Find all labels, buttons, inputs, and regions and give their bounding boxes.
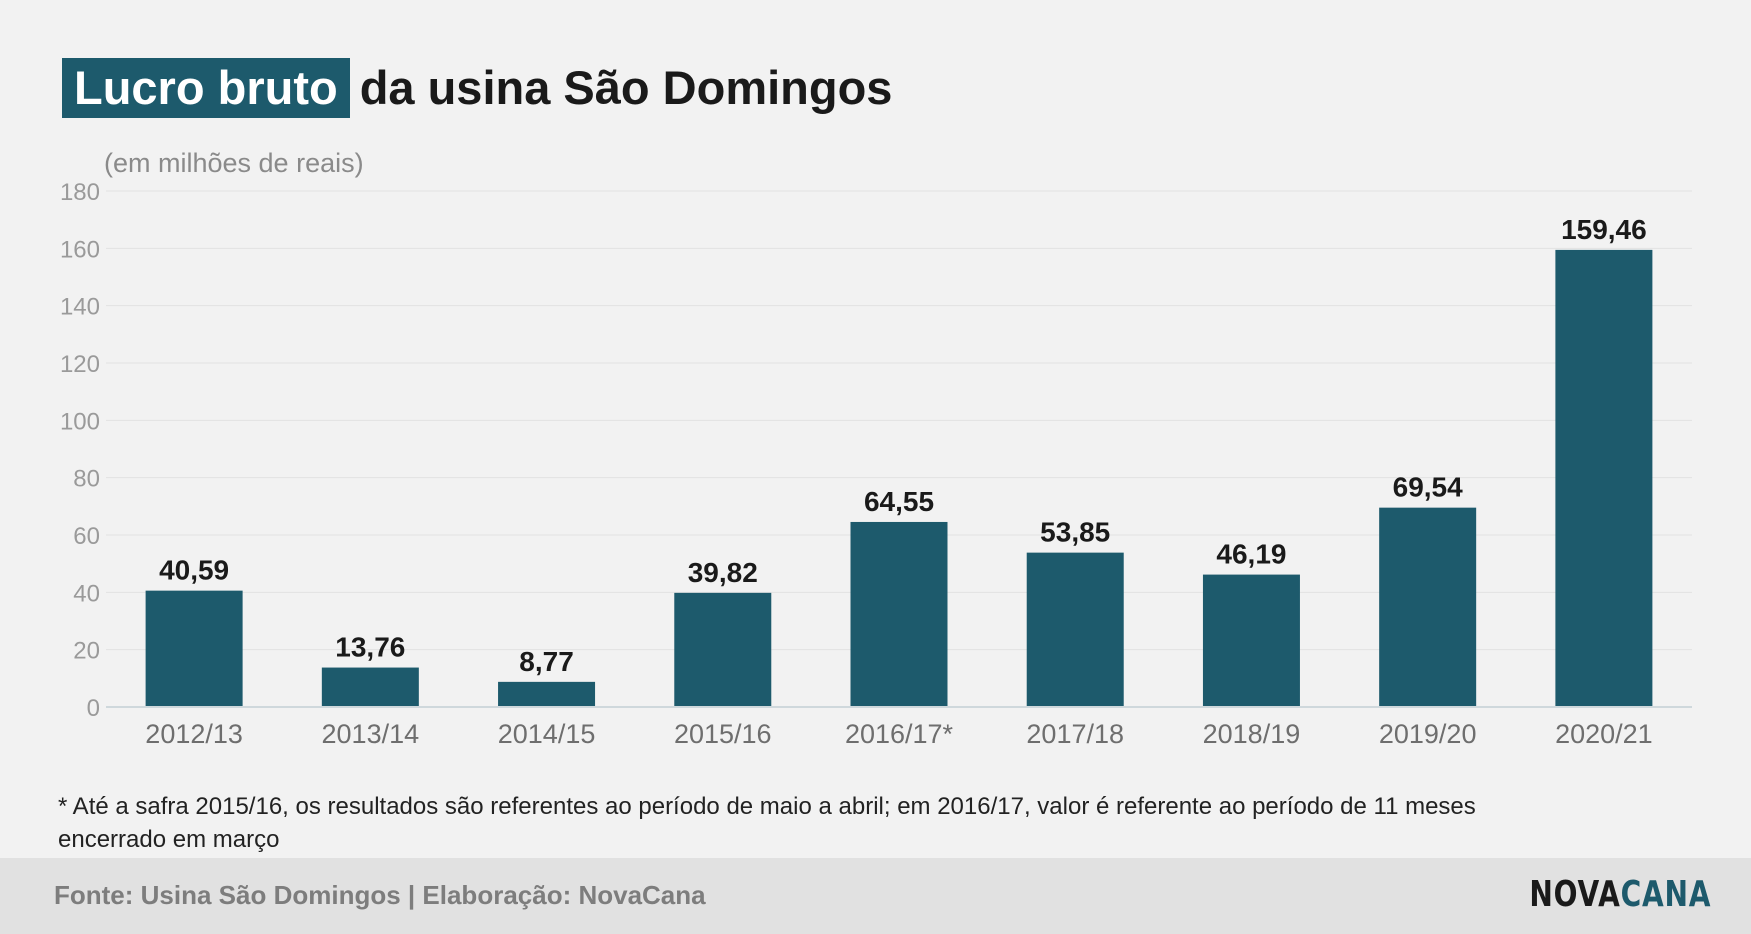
y-tick-label: 0: [87, 695, 100, 722]
x-tick-label: 2012/13: [145, 719, 243, 749]
data-label: 159,46: [1561, 214, 1647, 245]
novacana-logo: NOVACANA: [1529, 874, 1711, 915]
bar: [321, 667, 419, 707]
x-tick-label: 2020/21: [1555, 719, 1653, 749]
y-tick-label: 20: [73, 638, 100, 665]
y-tick-label: 120: [60, 351, 100, 378]
x-tick-label: 2017/18: [1026, 719, 1124, 749]
bar: [850, 521, 948, 707]
chart-subtitle: (em milhões de reais): [104, 148, 364, 178]
y-tick-label: 60: [73, 523, 100, 550]
footer: Fonte: Usina São Domingos | Elaboração: …: [0, 858, 1751, 934]
y-tick-label: 40: [73, 580, 100, 607]
logo-part-nova: NOVA: [1529, 874, 1621, 915]
chart-title: Lucro bruto da usina São Domingos: [62, 58, 892, 118]
x-tick-label: 2014/15: [498, 719, 596, 749]
data-label: 53,85: [1040, 517, 1110, 548]
source-text: Fonte: Usina São Domingos | Elaboração: …: [54, 880, 706, 910]
data-label: 8,77: [519, 646, 574, 677]
bar: [1202, 574, 1300, 707]
x-tick-label: 2019/20: [1379, 719, 1477, 749]
bar: [1555, 249, 1653, 707]
data-label: 64,55: [864, 486, 934, 517]
data-label: 13,76: [335, 632, 405, 663]
footnote: * Até a safra 2015/16, os resultados são…: [58, 793, 1476, 853]
bar: [145, 590, 243, 707]
logo-part-cana: CANA: [1620, 874, 1711, 915]
x-tick-label: 2013/14: [322, 719, 420, 749]
title-highlight: Lucro bruto: [62, 58, 350, 118]
bar: [674, 592, 772, 707]
bar: [1379, 507, 1477, 707]
x-tick-label: 2016/17*: [845, 719, 954, 749]
y-tick-label: 160: [60, 236, 100, 263]
y-tick-label: 180: [60, 179, 100, 206]
data-label: 39,82: [688, 557, 758, 588]
title-rest: da usina São Domingos: [359, 61, 893, 114]
bar: [1026, 552, 1124, 707]
data-label: 40,59: [159, 555, 229, 586]
x-tick-label: 2015/16: [674, 719, 772, 749]
bar-chart: 0 20 40 60 80 100 120 140 160 180 40,59 2012/13 13,7…: [60, 179, 1692, 749]
data-label: 69,54: [1393, 472, 1463, 503]
data-label: 46,19: [1216, 539, 1286, 570]
bar: [498, 681, 596, 707]
x-tick-label: 2018/19: [1203, 719, 1301, 749]
y-tick-label: 140: [60, 294, 100, 321]
y-tick-label: 100: [60, 408, 100, 435]
y-tick-label: 80: [73, 466, 100, 493]
